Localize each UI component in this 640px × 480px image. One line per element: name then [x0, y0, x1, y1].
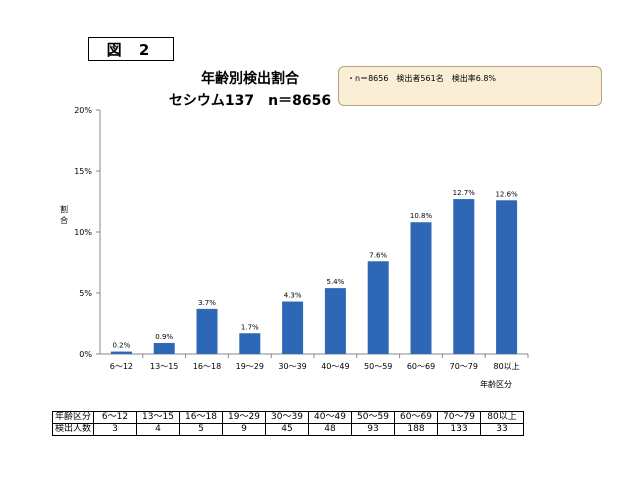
table-cell-age: 19～29 [222, 411, 266, 424]
data-label: 12.6% [495, 190, 518, 198]
table-cell-count: 48 [308, 423, 352, 436]
data-label: 12.7% [453, 189, 476, 197]
data-label: 0.2% [113, 342, 131, 350]
x-axis-label: 年齢区分 [480, 379, 512, 389]
table-cell-count: 93 [351, 423, 395, 436]
y-tick-label: 20% [74, 106, 92, 115]
x-tick-label: 30～39 [278, 362, 306, 371]
table-row: 年齢区分 6～12 13～15 16～18 19～29 30～39 40～49 50～59 6… [52, 411, 524, 424]
x-tick-label: 16～18 [193, 362, 221, 371]
chart-title-line1: 年齢別検出割合 [201, 71, 299, 87]
bar [367, 261, 389, 354]
y-tick-label: 15% [74, 167, 92, 176]
x-tick-label: 40～49 [321, 362, 349, 371]
x-tick-label: 13～15 [150, 362, 178, 371]
bar [239, 333, 261, 354]
data-label: 7.6% [369, 251, 387, 259]
x-tick-label: 19～29 [236, 362, 264, 371]
y-axis-label: 割 [60, 204, 68, 214]
data-label: 10.8% [410, 212, 433, 220]
bar [453, 199, 475, 354]
summary-note: ・n＝8656 検出者561名 検出率6.8% [338, 66, 602, 106]
table-cell-count: 5 [179, 423, 223, 436]
x-tick-label: 70～79 [450, 362, 478, 371]
table-cell-count: 45 [265, 423, 309, 436]
table-cell-age: 50～59 [351, 411, 395, 424]
table-cell-age: 80以上 [480, 411, 524, 424]
x-tick-label: 80以上 [494, 362, 520, 371]
bar [110, 351, 132, 354]
table-cell-age: 30～39 [265, 411, 309, 424]
y-tick-label: 5% [79, 289, 92, 298]
bar [153, 343, 175, 354]
bar [410, 222, 432, 354]
table-row: 検出人数 3 4 5 9 45 48 93 188 133 33 [52, 423, 524, 436]
data-label: 0.9% [155, 333, 173, 341]
y-axis-label: 合 [60, 215, 68, 225]
x-tick-label: 50～59 [364, 362, 392, 371]
data-label: 4.3% [284, 292, 302, 300]
table-cell-count: 3 [93, 423, 137, 436]
table-cell-age: 13～15 [136, 411, 180, 424]
table-cell-count: 133 [437, 423, 481, 436]
bar [324, 288, 346, 354]
chart-title: 年齢別検出割合 セシウム137 n＝8656 [150, 68, 350, 112]
chart-title-line2: セシウム137 n＝8656 [168, 93, 332, 109]
table-cell-age: 70～79 [437, 411, 481, 424]
bar [496, 200, 518, 354]
y-tick-label: 0% [79, 350, 92, 359]
data-label: 1.7% [241, 323, 259, 331]
table-cell-age: 60～69 [394, 411, 438, 424]
row-header-age: 年齢区分 [52, 411, 94, 424]
table-cell-age: 40～49 [308, 411, 352, 424]
data-label: 5.4% [327, 278, 345, 286]
count-table: 年齢区分 6～12 13～15 16～18 19～29 30～39 40～49 50～59 6… [52, 411, 524, 436]
x-tick-label: 6～12 [110, 362, 133, 371]
table-cell-count: 33 [480, 423, 524, 436]
table-cell-count: 9 [222, 423, 266, 436]
figure-label: 図 2 [88, 37, 174, 61]
bar [282, 301, 304, 354]
bar [196, 308, 218, 354]
x-tick-label: 60～69 [407, 362, 435, 371]
table-cell-count: 188 [394, 423, 438, 436]
table-cell-age: 6～12 [93, 411, 137, 424]
y-tick-label: 10% [74, 228, 92, 237]
table-cell-age: 16～18 [179, 411, 223, 424]
data-label: 3.7% [198, 299, 216, 307]
row-header-count: 検出人数 [52, 423, 94, 436]
table-cell-count: 4 [136, 423, 180, 436]
